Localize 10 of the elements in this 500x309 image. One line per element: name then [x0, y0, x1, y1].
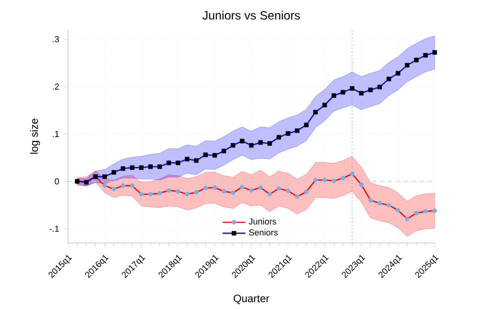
- y-tick-label: .1: [52, 131, 59, 138]
- chart-title: Juniors vs Seniors: [202, 11, 300, 20]
- y-tick-label: .2: [52, 84, 59, 90]
- y-axis-title: log size: [30, 118, 40, 154]
- x-axis-title: Quarter: [234, 294, 270, 304]
- y-tick-label: .3: [52, 36, 59, 42]
- legend-label: Juniors: [248, 218, 276, 225]
- y-tick-label: -.1: [50, 226, 59, 232]
- y-tick-label: 0: [54, 178, 59, 185]
- legend-label: Seniors: [249, 229, 278, 236]
